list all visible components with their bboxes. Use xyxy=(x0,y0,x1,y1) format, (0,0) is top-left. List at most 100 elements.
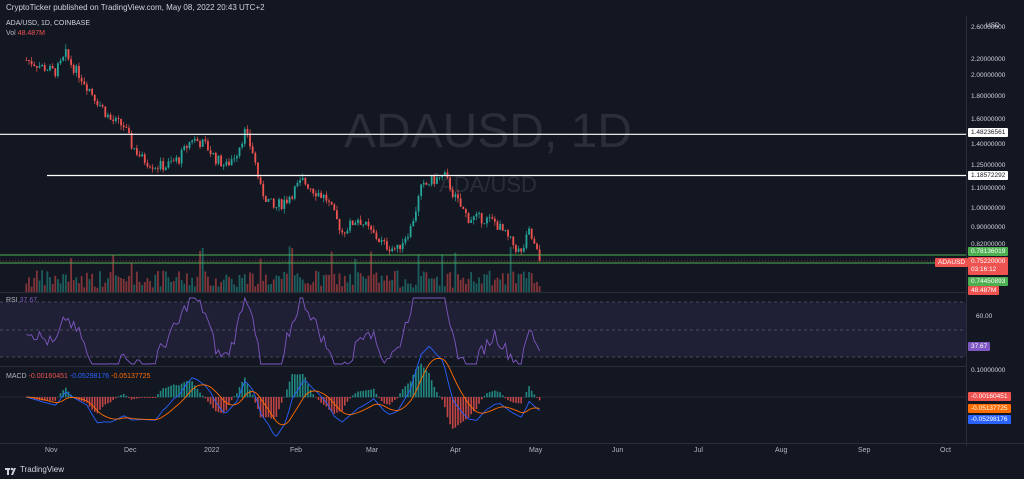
candle-body xyxy=(196,138,199,142)
macd-hist-tag: -0.00160451 xyxy=(968,392,1011,401)
volume-bar xyxy=(283,271,286,292)
macd-histogram-bar xyxy=(67,391,70,398)
candle-body xyxy=(417,195,420,212)
macd-histogram-bar xyxy=(167,386,170,398)
volume-bar xyxy=(120,278,122,292)
macd-histogram-bar xyxy=(399,393,401,398)
macd-histogram-bar xyxy=(333,397,336,414)
volume-bar xyxy=(486,274,488,292)
volume-bar xyxy=(530,273,533,292)
candle-body xyxy=(336,210,338,220)
candle-body xyxy=(507,230,509,237)
macd-histogram-bar xyxy=(320,397,322,403)
macd-histogram-bar xyxy=(133,397,136,399)
symbol-tag: ADAUSD xyxy=(935,258,969,267)
volume-bar xyxy=(85,272,88,292)
candle-body xyxy=(504,230,507,232)
footer: TradingView xyxy=(0,462,1024,479)
volume-bar xyxy=(380,275,383,292)
macd-histogram-bar xyxy=(512,397,515,403)
candle-body xyxy=(201,139,204,148)
volume-bar xyxy=(251,273,254,292)
macd-histogram-bar xyxy=(330,397,333,413)
macd-histogram-bar xyxy=(354,393,357,398)
candle-body xyxy=(49,65,51,71)
x-tick-label: Mar xyxy=(366,447,379,454)
macd-histogram-bar xyxy=(478,397,480,404)
candle-body xyxy=(341,230,344,233)
volume-bar xyxy=(149,280,151,292)
volume-bar xyxy=(151,287,154,292)
volume-bar xyxy=(449,272,451,292)
volume-bar xyxy=(59,283,62,292)
volume-bar xyxy=(235,286,238,292)
volume-bar xyxy=(91,273,94,292)
candle-body xyxy=(312,188,315,194)
macd-histogram-bar xyxy=(107,397,109,404)
macd-histogram-bar xyxy=(496,391,499,398)
candle-body xyxy=(480,213,483,224)
candle-body xyxy=(75,65,78,73)
macd-histogram-bar xyxy=(165,387,167,398)
candle-body xyxy=(517,248,520,252)
candle-body xyxy=(293,186,296,199)
macd-histogram-bar xyxy=(280,397,283,403)
volume-bar xyxy=(278,276,280,292)
macd-histogram-bar xyxy=(209,397,212,405)
candle-body xyxy=(328,200,330,202)
volume-bar xyxy=(536,281,538,292)
volume-bar xyxy=(78,283,80,292)
volume-bar xyxy=(83,287,86,292)
candle-body xyxy=(414,211,417,221)
rsi-tag: 37.67 xyxy=(968,342,991,351)
macd-histogram-bar xyxy=(336,397,338,413)
macd-histogram-bar xyxy=(109,397,112,403)
volume-bar xyxy=(264,274,267,292)
macd-histogram-bar xyxy=(449,397,451,425)
volume-bar xyxy=(101,286,104,292)
candle-body xyxy=(399,244,401,250)
candle-body xyxy=(172,160,175,162)
candle-body xyxy=(446,172,449,178)
volume-bar xyxy=(401,286,404,292)
macd-histogram-bar xyxy=(270,397,272,419)
volume-bar xyxy=(217,286,220,292)
volume-bar xyxy=(75,277,78,292)
last-price-tag: 0.75220000 03:16:12 xyxy=(968,257,1009,275)
volume-bar xyxy=(504,284,507,292)
candle-body xyxy=(354,222,357,225)
candle-body xyxy=(149,166,151,168)
candle-body xyxy=(412,220,415,227)
macd-signal-tag: -0.05137725 xyxy=(968,404,1011,413)
macd-histogram-bar xyxy=(486,393,488,398)
volume-bar xyxy=(517,274,520,292)
volume-bar xyxy=(183,283,186,292)
volume-bar xyxy=(207,276,209,292)
volume-bar xyxy=(520,274,523,292)
volume-bar xyxy=(414,284,417,292)
candle-body xyxy=(443,172,446,176)
macd-histogram-bar xyxy=(467,397,470,418)
candle-body xyxy=(209,150,212,154)
volume-bar xyxy=(475,283,478,292)
volume-bar xyxy=(133,284,136,292)
macd-histogram-bar xyxy=(296,374,299,398)
volume-bar xyxy=(199,250,201,292)
macd-histogram-bar xyxy=(420,363,422,398)
candle-body xyxy=(117,117,120,119)
candle-body xyxy=(299,180,301,183)
macd-histogram-bar xyxy=(59,393,62,398)
x-tick-label: May xyxy=(529,447,543,454)
candle-body xyxy=(278,199,280,207)
volume-bar xyxy=(375,272,378,292)
candle-body xyxy=(438,177,441,178)
price-tick: 1.40000000 xyxy=(971,141,1006,148)
macd-histogram-bar xyxy=(88,397,91,407)
rsi-band xyxy=(0,302,966,357)
x-tick-label: Dec xyxy=(124,447,137,454)
volume-bar xyxy=(270,283,273,292)
macd-histogram-bar xyxy=(259,397,262,418)
volume-bar xyxy=(128,275,130,292)
volume-bar xyxy=(496,277,499,292)
